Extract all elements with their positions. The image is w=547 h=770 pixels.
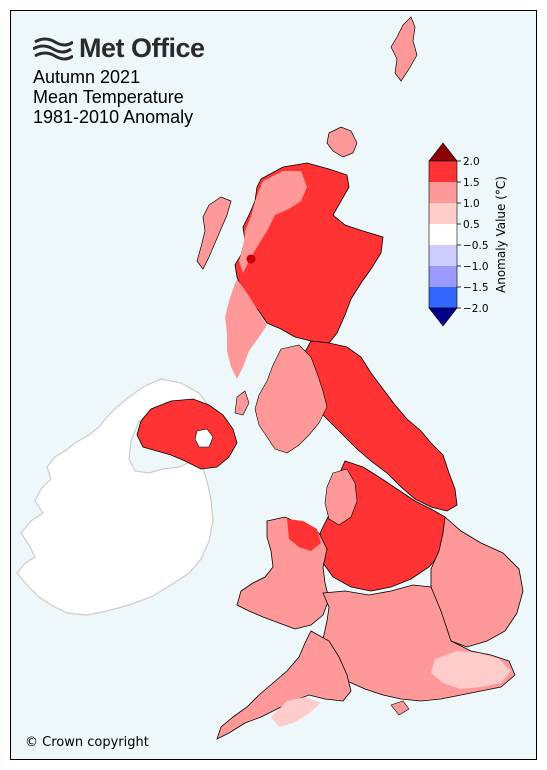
met-office-logo: Met Office (33, 33, 205, 64)
scotland-cooler-north (239, 171, 307, 273)
region-shetland (390, 16, 418, 82)
map-frame: Met Office Autumn 2021 Mean Temperature … (10, 10, 537, 760)
title-variable: Mean Temperature (33, 87, 184, 107)
met-office-waves-icon (33, 37, 73, 60)
legend-tick-label: −1.5 (463, 282, 489, 294)
copyright-notice: © Crown copyright (25, 735, 149, 750)
legend-bin (429, 266, 457, 287)
legend-tick-label: −2.0 (463, 303, 489, 315)
region-outer-hebrides (196, 196, 232, 270)
region-south-west (216, 630, 352, 740)
lough-neagh (194, 428, 214, 448)
legend-tick-label: −0.5 (463, 240, 489, 252)
legend-bin (429, 224, 457, 245)
legend-tick-label: −1.0 (463, 261, 489, 273)
south-west-cooler (271, 697, 321, 727)
legend-bin (429, 182, 457, 203)
legend-tick-label: 2.0 (463, 156, 480, 168)
map-title: Autumn 2021 Mean Temperature 1981-2010 A… (33, 67, 193, 127)
legend-bin (429, 245, 457, 266)
scotland-cooler-west (225, 279, 267, 379)
region-east-england (430, 516, 524, 648)
legend-axis-label: Anomaly Value (°C) (494, 176, 508, 293)
ireland-landmass (16, 378, 214, 616)
legend-bin (429, 161, 457, 182)
legend-bin (429, 203, 457, 224)
region-orkney (326, 126, 358, 158)
legend-tick-label: 1.0 (463, 198, 480, 210)
title-baseline: 1981-2010 Anomaly (33, 107, 194, 127)
isle-of-wight (390, 700, 410, 716)
legend-extend-low (428, 307, 458, 327)
logo-text: Met Office (79, 33, 205, 63)
uk-anomaly-map (16, 16, 524, 740)
colorbar-legend: 2.0 1.5 1.0 0.5 −0.5 −1.0 −1.5 −2.0 Anomaly Valu… (428, 142, 508, 327)
legend-bin (429, 287, 457, 308)
title-season: Autumn 2021 (33, 67, 141, 87)
legend-extend-high (428, 142, 458, 162)
north-wales-warm (287, 519, 321, 551)
legend-tick-label: 1.5 (463, 177, 480, 189)
region-northern-ireland (136, 398, 238, 470)
south-east-cooler (431, 651, 511, 689)
north-west-cooler (254, 344, 328, 454)
midlands-cooler-pocket (324, 468, 358, 526)
legend-tick-label: 0.5 (463, 219, 480, 231)
warm-spot-marker (246, 254, 256, 264)
isle-of-man (234, 390, 250, 416)
